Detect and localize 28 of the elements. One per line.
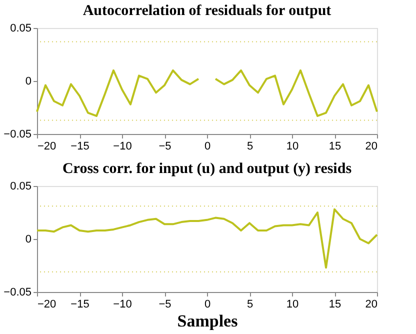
x-tick-label: −15 — [70, 298, 90, 310]
x-tick-label: 10 — [286, 140, 299, 152]
x-tick-label: −20 — [38, 140, 56, 152]
x-tick-label: −5 — [158, 140, 172, 152]
x-tick-label: −10 — [113, 140, 132, 152]
x-tick-label: 0 — [204, 140, 211, 152]
y-tick-label: −0.05 — [4, 286, 32, 298]
y-tick-label: 0 — [25, 234, 32, 246]
y-tick-label: −0.05 — [4, 128, 32, 140]
y-tick-label: 0.05 — [10, 180, 32, 192]
line-series — [36, 208, 378, 269]
x-axis-title: Samples — [177, 312, 238, 330]
y-tick-label: 0 — [25, 76, 32, 88]
x-tick-label: −5 — [158, 298, 172, 310]
x-tick-label: 5 — [246, 298, 254, 310]
x-tick-label: 0 — [204, 298, 211, 310]
x-tick-label: −20 — [38, 298, 56, 310]
x-tick-label: 15 — [328, 140, 342, 152]
x-tick-label: 20 — [365, 298, 378, 310]
x-tick-label: 5 — [246, 140, 254, 152]
x-tick-label: 10 — [286, 298, 299, 310]
y-tick-label: 0.05 — [10, 22, 32, 34]
x-tick-label: −15 — [70, 140, 90, 152]
x-tick-label: −10 — [113, 298, 132, 310]
x-tick-label: 20 — [365, 140, 378, 152]
chart-title: Autocorrelation of residuals for output — [82, 3, 332, 19]
chart-title: Cross corr. for input (u) and output (y) resids — [62, 161, 352, 177]
x-tick-label: 15 — [328, 298, 342, 310]
